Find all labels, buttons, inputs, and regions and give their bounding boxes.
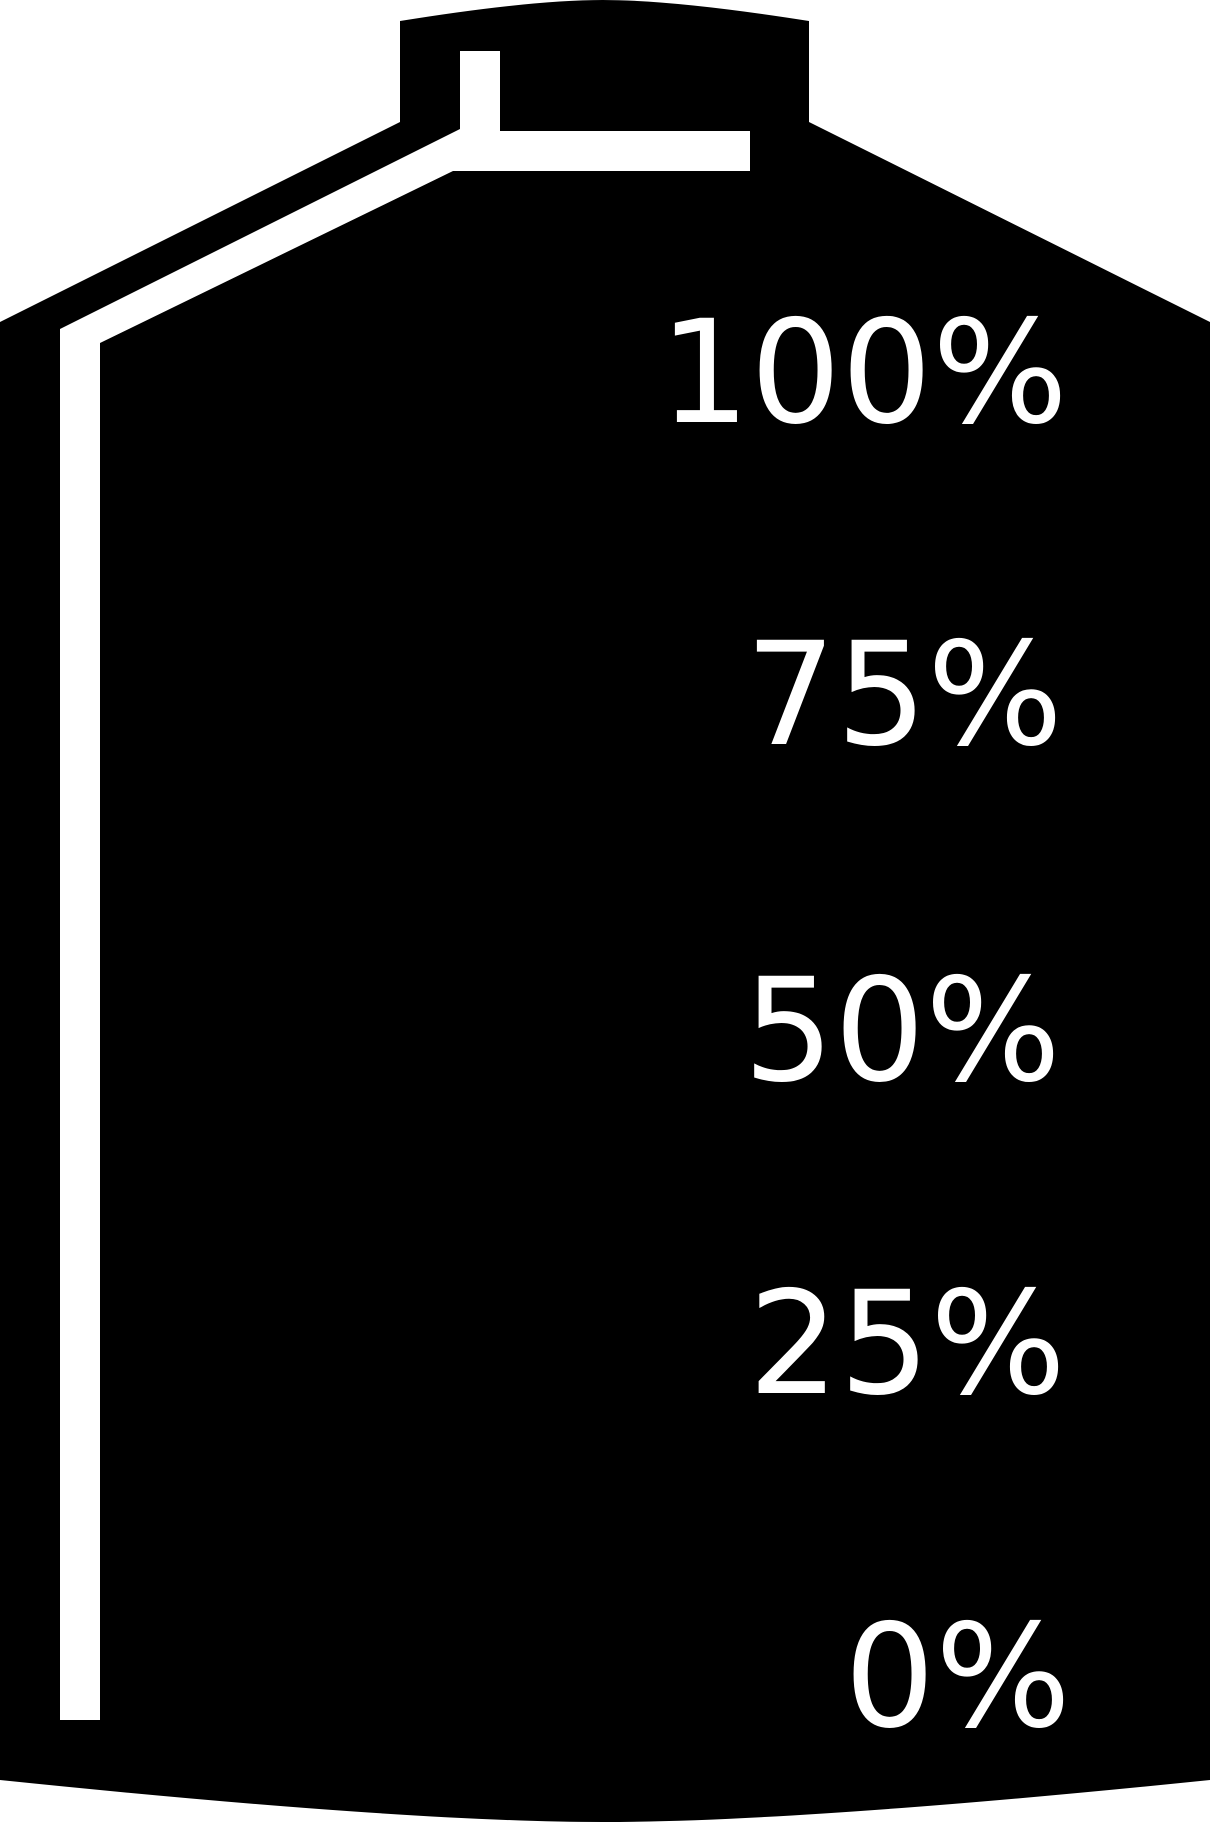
- level-label-25: 25%: [748, 1260, 1066, 1427]
- level-label-100: 100%: [659, 289, 1068, 456]
- level-label-0: 0%: [844, 1593, 1071, 1760]
- level-label-50: 50%: [743, 947, 1061, 1114]
- level-label-75: 75%: [745, 611, 1063, 778]
